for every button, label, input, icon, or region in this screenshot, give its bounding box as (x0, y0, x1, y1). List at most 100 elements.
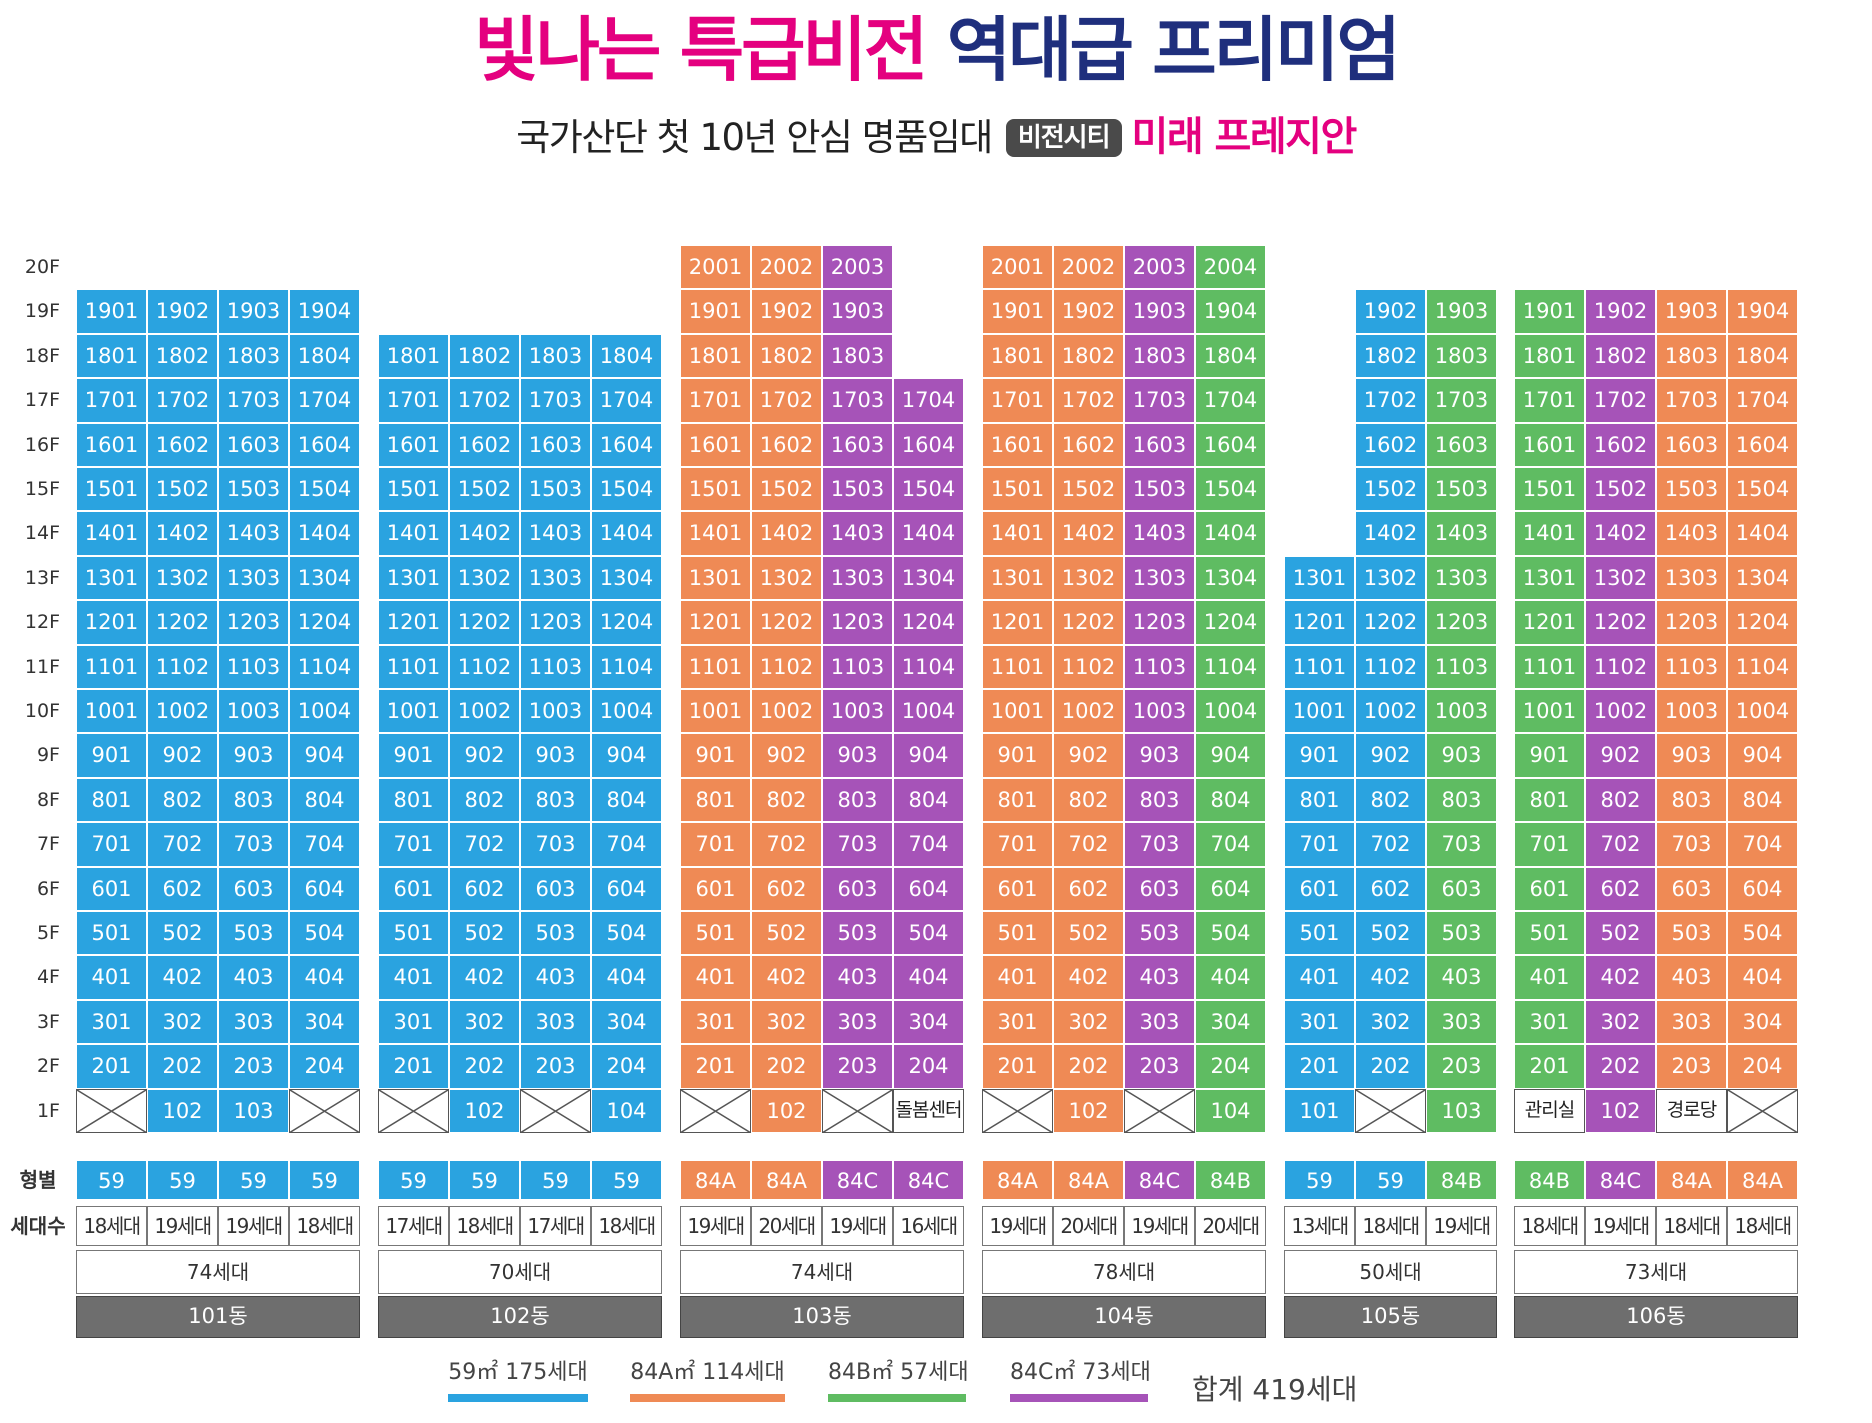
unit-cell: 803 (1124, 777, 1195, 823)
unit-cell: 1704 (591, 378, 662, 423)
unit-cell: 802 (751, 777, 822, 823)
unit-cell: 402 (751, 955, 822, 1000)
empty-unit-cell (378, 1088, 449, 1133)
households-cell: 13세대 (1284, 1206, 1355, 1246)
facility-cell: 관리실 (1514, 1088, 1585, 1133)
facility-cell: 경로당 (1656, 1088, 1727, 1133)
unit-cell: 904 (1195, 733, 1266, 778)
unit-cell: 1602 (751, 422, 822, 467)
unit-cell: 1402 (147, 511, 218, 556)
unit-cell: 1302 (1585, 555, 1656, 601)
unit-type-cell: 84C (893, 1160, 964, 1200)
households-cell: 20세대 (1195, 1206, 1266, 1246)
unit-cell: 802 (449, 777, 520, 823)
unit-cell: 603 (520, 866, 591, 911)
unit-cell: 504 (289, 911, 360, 956)
unit-cell: 1002 (1355, 689, 1426, 734)
unit-cell: 301 (680, 999, 751, 1045)
unit-cell: 1204 (591, 600, 662, 645)
unit-cell: 1602 (1053, 422, 1124, 467)
unit-cell: 1001 (982, 689, 1053, 734)
unit-cell: 503 (1426, 911, 1497, 956)
unit-cell: 1504 (1195, 467, 1266, 512)
unit-cell: 403 (218, 955, 289, 1000)
unit-cell: 302 (751, 999, 822, 1045)
unit-type-cell: 84A (680, 1160, 751, 1200)
building-name: 102동 (378, 1296, 662, 1338)
unit-cell: 1502 (449, 467, 520, 512)
unit-cell: 504 (893, 911, 964, 956)
building-total: 70세대 (378, 1250, 662, 1294)
unit-cell: 104 (591, 1088, 662, 1133)
unit-cell: 401 (1514, 955, 1585, 1000)
building-name: 103동 (680, 1296, 964, 1338)
unit-cell: 504 (591, 911, 662, 956)
unit-cell: 1903 (1656, 289, 1727, 334)
unit-cell: 601 (680, 866, 751, 911)
unit-cell: 1903 (1426, 289, 1497, 334)
unit-cell: 404 (1195, 955, 1266, 1000)
floor-label: 13F (24, 566, 60, 589)
unit-cell: 704 (1727, 822, 1798, 867)
unit-cell: 1503 (218, 467, 289, 512)
unit-cell: 501 (1284, 911, 1355, 956)
unit-cell: 102 (1585, 1088, 1656, 1133)
unit-cell: 402 (1355, 955, 1426, 1000)
unit-cell: 1303 (1656, 555, 1727, 601)
floor-label: 14F (24, 522, 60, 545)
unit-cell: 1503 (822, 467, 893, 512)
empty-unit-cell (520, 1088, 591, 1133)
unit-cell: 803 (1426, 777, 1497, 823)
unit-cell: 1101 (378, 644, 449, 689)
unit-cell: 801 (378, 777, 449, 823)
unit-cell: 1703 (218, 378, 289, 423)
unit-cell: 403 (1656, 955, 1727, 1000)
unit-cell: 301 (378, 999, 449, 1045)
unit-cell: 603 (1426, 866, 1497, 911)
households-cell: 19세대 (218, 1206, 289, 1246)
unit-cell: 902 (1355, 733, 1426, 778)
unit-cell: 1102 (1355, 644, 1426, 689)
unit-cell: 1304 (289, 555, 360, 601)
unit-cell: 404 (1727, 955, 1798, 1000)
unit-cell: 602 (751, 866, 822, 911)
unit-cell: 1501 (76, 467, 147, 512)
unit-cell: 1201 (680, 600, 751, 645)
unit-cell: 1901 (982, 289, 1053, 334)
unit-cell: 502 (449, 911, 520, 956)
unit-cell: 502 (1053, 911, 1124, 956)
building-name: 106동 (1514, 1296, 1798, 1338)
unit-cell: 1503 (1656, 467, 1727, 512)
unit-cell: 201 (1514, 1044, 1585, 1089)
unit-cell: 1703 (1124, 378, 1195, 423)
unit-cell: 803 (822, 777, 893, 823)
unit-cell: 1102 (751, 644, 822, 689)
unit-cell: 1403 (218, 511, 289, 556)
unit-cell: 1901 (680, 289, 751, 334)
unit-cell: 702 (1355, 822, 1426, 867)
unit-cell: 1801 (378, 333, 449, 379)
unit-cell: 402 (449, 955, 520, 1000)
floor-label: 4F (36, 966, 60, 989)
unit-cell: 1801 (76, 333, 147, 379)
building-total: 50세대 (1284, 1250, 1497, 1294)
unit-cell: 1701 (982, 378, 1053, 423)
unit-cell: 503 (822, 911, 893, 956)
unit-cell: 301 (982, 999, 1053, 1045)
unit-cell: 503 (1656, 911, 1727, 956)
cross-mark-icon (983, 1090, 1052, 1132)
households-cell: 20세대 (751, 1206, 822, 1246)
unit-cell: 1103 (520, 644, 591, 689)
unit-cell: 501 (982, 911, 1053, 956)
households-cell: 19세대 (982, 1206, 1053, 1246)
unit-cell: 1002 (449, 689, 520, 734)
unit-cell: 1003 (520, 689, 591, 734)
unit-cell: 703 (520, 822, 591, 867)
unit-cell: 1302 (751, 555, 822, 601)
households-cell: 18세대 (1514, 1206, 1585, 1246)
unit-cell: 304 (893, 999, 964, 1045)
unit-cell: 1103 (1426, 644, 1497, 689)
unit-cell: 301 (1514, 999, 1585, 1045)
unit-cell: 1802 (449, 333, 520, 379)
legend-label: 84B㎡ 57세대 (828, 1360, 969, 1385)
